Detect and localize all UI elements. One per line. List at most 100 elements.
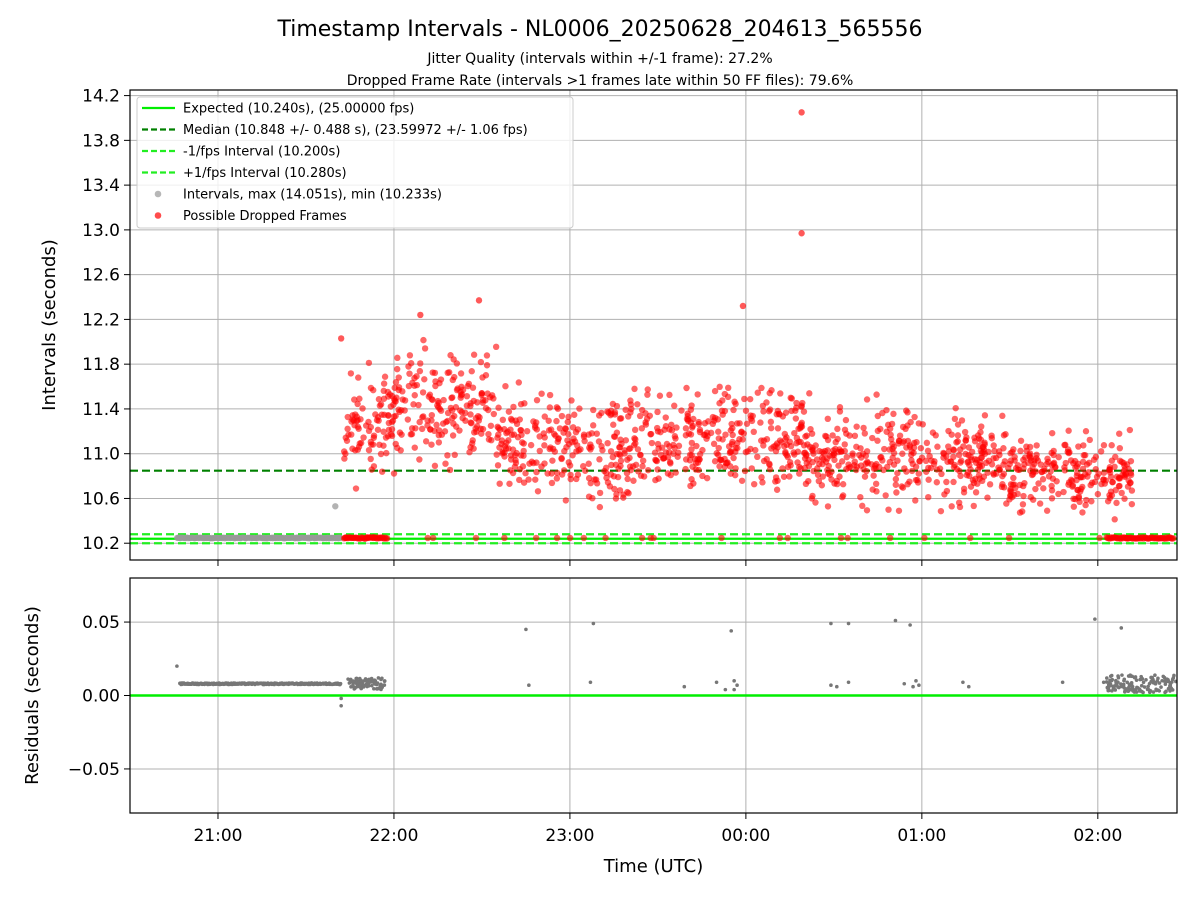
dropped-frame-point — [553, 475, 561, 482]
dropped-frame-point — [432, 378, 439, 385]
dropped-frame-point — [736, 436, 743, 443]
residual-point — [1170, 680, 1174, 684]
dropped-frame-point — [413, 381, 421, 389]
dropped-frame-point — [1085, 469, 1092, 476]
dropped-frame-point — [1037, 461, 1044, 468]
dropped-frame-point — [650, 534, 657, 542]
dropped-frame-point — [341, 455, 348, 462]
residual-point — [349, 684, 353, 689]
residuals-plot-area — [130, 617, 1177, 708]
dropped-frame-point — [381, 373, 389, 380]
dropped-frame-point — [851, 432, 859, 440]
residual-point — [893, 618, 898, 623]
y-tick-label: 13.0 — [82, 221, 120, 241]
dropped-frame-point — [370, 534, 377, 542]
dropped-frame-point — [520, 479, 528, 486]
dropped-frame-point — [861, 430, 868, 437]
dropped-frame-point — [488, 437, 495, 444]
dropped-frame-point — [870, 465, 878, 472]
dropped-frame-point — [724, 393, 732, 401]
dropped-frame-point — [569, 452, 576, 459]
dropped-frame-point — [1048, 462, 1056, 469]
dropped-frame-point — [857, 445, 864, 452]
dropped-frame-point — [1083, 496, 1090, 504]
dropped-frame-point — [609, 453, 617, 461]
dropped-frame-point — [1043, 460, 1050, 468]
dropped-frame-point — [560, 429, 567, 436]
residual-point — [1137, 687, 1142, 691]
residual-point — [1174, 679, 1177, 684]
dropped-frame-point — [1075, 494, 1083, 502]
dropped-frame-point — [863, 396, 871, 403]
dropped-frame-point — [1066, 449, 1073, 456]
dropped-frame-point — [416, 418, 423, 426]
dropped-frame-point — [950, 478, 957, 486]
dropped-frame-point — [1088, 498, 1095, 505]
dropped-frame-point — [360, 434, 367, 441]
dropped-frame-point — [670, 441, 677, 449]
residual-point — [729, 629, 734, 633]
dropped-frame-point — [499, 416, 507, 424]
dropped-frame-point — [675, 442, 683, 450]
dropped-frame-point — [444, 369, 451, 377]
dropped-frame-point — [843, 453, 850, 461]
dropped-frame-point — [422, 438, 430, 445]
dropped-frame-point — [972, 489, 980, 496]
dropped-frame-point — [492, 343, 500, 351]
dropped-frame-point — [695, 418, 702, 426]
dropped-frame-point — [431, 462, 439, 470]
dropped-frame-point — [558, 412, 566, 420]
dropped-frame-point — [1111, 516, 1118, 523]
dropped-frame-point — [384, 535, 391, 542]
residual-point — [1146, 684, 1150, 689]
y-tick-label: 13.8 — [82, 131, 120, 151]
dropped-frame-point — [890, 449, 898, 457]
dropped-frame-point — [1005, 534, 1013, 542]
dropped-frame-point — [631, 426, 639, 434]
residual-point — [347, 681, 352, 685]
residual-point — [1108, 674, 1113, 679]
residual-point — [1125, 680, 1130, 685]
y-tick-label: 12.2 — [82, 310, 120, 330]
residual-point — [1144, 677, 1148, 682]
dropped-frame-point — [869, 434, 876, 442]
dropped-frame-point — [824, 415, 831, 423]
dropped-frame-point — [773, 411, 780, 418]
dropped-frame-point — [971, 438, 979, 445]
dropped-frame-point — [644, 391, 651, 398]
dropped-frame-point — [941, 491, 948, 498]
residual-point — [735, 683, 739, 688]
dropped-frame-point — [809, 492, 816, 500]
dropped-frame-point — [873, 391, 880, 398]
residual-point — [1128, 674, 1133, 678]
dropped-frame-point — [967, 534, 974, 542]
dropped-frame-point — [732, 400, 739, 408]
dropped-frame-point — [990, 471, 997, 478]
dropped-frame-point — [490, 395, 497, 402]
residual-point — [1105, 676, 1109, 680]
dropped-frame-point — [844, 534, 851, 542]
residual-point — [1109, 678, 1114, 683]
residual-point — [527, 683, 531, 688]
y-axis-label: Residuals (seconds) — [22, 606, 43, 785]
dropped-frame-point — [1027, 493, 1034, 501]
dropped-frame-point — [558, 454, 565, 462]
dropped-frame-point — [493, 451, 500, 458]
residual-point — [1150, 679, 1154, 684]
dropped-frame-point — [1060, 488, 1067, 496]
dropped-frame-point — [562, 497, 570, 504]
dropped-frame-point — [494, 423, 501, 430]
dropped-frame-point — [837, 534, 845, 542]
dropped-frame-point — [701, 420, 709, 427]
dropped-frame-point — [614, 473, 622, 481]
dropped-frame-point — [890, 461, 898, 468]
dropped-frame-point — [592, 476, 600, 483]
dropped-frame-point — [896, 432, 904, 439]
dropped-frame-point — [435, 427, 443, 434]
dropped-frame-point — [1033, 442, 1040, 449]
dropped-frame-point — [506, 480, 513, 487]
dropped-frame-point — [382, 434, 390, 441]
dropped-frame-point — [1077, 473, 1084, 481]
dropped-frame-point — [688, 451, 695, 459]
dropped-frame-point — [654, 408, 661, 416]
